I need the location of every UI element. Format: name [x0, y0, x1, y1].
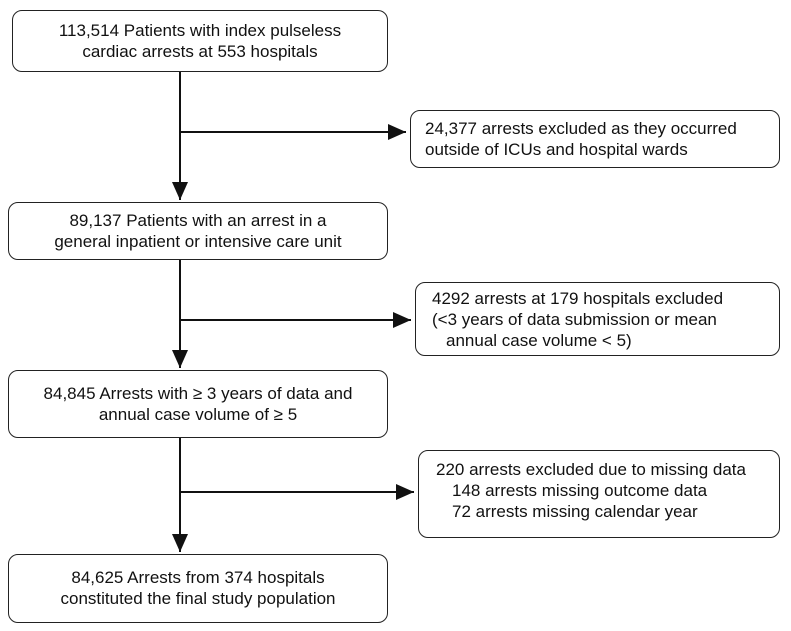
- box: 24,377 arrests excluded as they occurred…: [410, 110, 780, 168]
- box: 4292 arrests at 179 hospitals excluded (…: [415, 282, 780, 356]
- box-text: 220 arrests excluded due to missing data: [436, 460, 746, 479]
- box: 84,845 Arrests with ≥ 3 years of data an…: [8, 370, 388, 438]
- box-text: 113,514 Patients with index pulseless: [58, 21, 342, 40]
- box-text: 148 arrests missing outcome data: [452, 481, 708, 500]
- box-text: 24,377 arrests excluded as they occurred: [425, 119, 737, 138]
- box-text: outside of ICUs and hospital wards: [425, 140, 688, 159]
- box-text: cardiac arrests at 553 hospitals: [82, 42, 318, 61]
- box-text: 89,137 Patients with an arrest in a: [69, 211, 327, 230]
- box-text: annual case volume < 5): [446, 331, 632, 350]
- box-text: annual case volume of ≥ 5: [98, 405, 298, 424]
- box: 89,137 Patients with an arrest in a gene…: [8, 202, 388, 260]
- box-text: 84,625 Arrests from 374 hospitals: [71, 568, 325, 587]
- box-text: 4292 arrests at 179 hospitals excluded: [432, 289, 724, 308]
- box: 113,514 Patients with index pulseless ca…: [12, 10, 388, 72]
- box-text: constituted the final study population: [60, 589, 336, 608]
- box-text: general inpatient or intensive care unit: [54, 232, 342, 251]
- box: 84,625 Arrests from 374 hospitals consti…: [8, 554, 388, 623]
- box-text: (<3 years of data submission or mean: [432, 310, 717, 329]
- box: 220 arrests excluded due to missing data…: [418, 450, 780, 538]
- box-text: 84,845 Arrests with ≥ 3 years of data an…: [43, 384, 353, 403]
- box-text: 72 arrests missing calendar year: [452, 502, 698, 521]
